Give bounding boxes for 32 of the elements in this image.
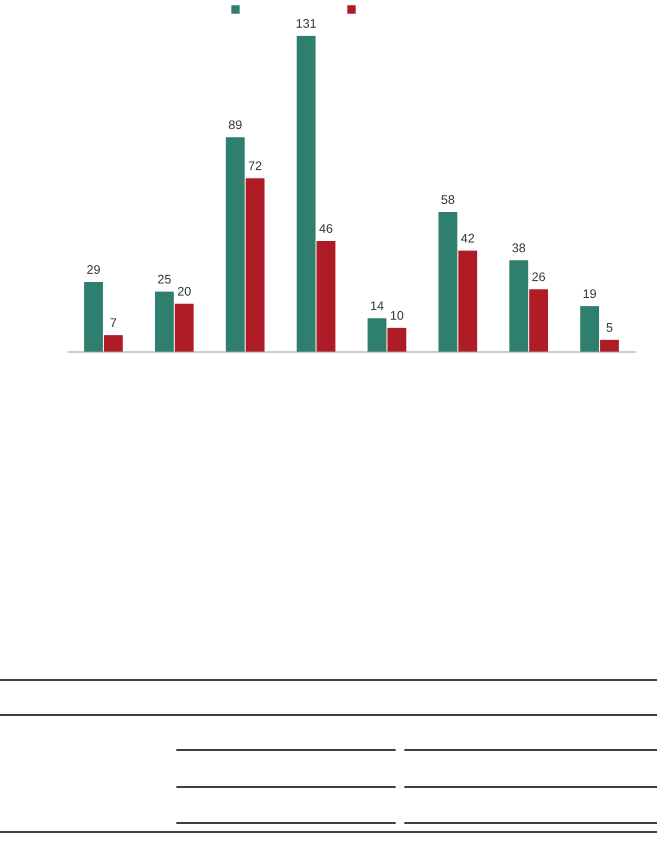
data-label: 42: [461, 234, 474, 242]
data-label: 26: [532, 272, 546, 282]
data-label: 10: [390, 310, 404, 320]
data-label: 29: [87, 265, 100, 274]
bar: [154, 292, 174, 352]
data-label: 46: [319, 224, 332, 233]
bar: [387, 328, 406, 352]
data-label: 20: [178, 286, 191, 296]
data-label: 19: [584, 289, 596, 298]
data-label: 58: [441, 195, 454, 204]
bar: [458, 250, 478, 352]
data-label: 89: [228, 120, 242, 130]
bar: [368, 318, 386, 352]
bar: [529, 289, 548, 352]
bar: [580, 306, 600, 352]
bar: [600, 340, 619, 352]
bar: [438, 212, 458, 352]
bar: [174, 304, 194, 352]
data-label: 25: [158, 274, 171, 284]
data-label: 72: [248, 161, 262, 170]
data-label: 38: [512, 243, 526, 252]
bar: [296, 36, 316, 352]
data-label: 131: [296, 18, 316, 28]
data-label: 7: [110, 318, 116, 327]
bar: [509, 260, 528, 352]
bar: [246, 178, 265, 352]
bar: [226, 137, 245, 352]
bar: [104, 335, 123, 352]
data-label: 14: [371, 301, 384, 310]
data-label: 5: [606, 323, 612, 332]
bar: [316, 240, 336, 352]
bar: [84, 282, 103, 352]
